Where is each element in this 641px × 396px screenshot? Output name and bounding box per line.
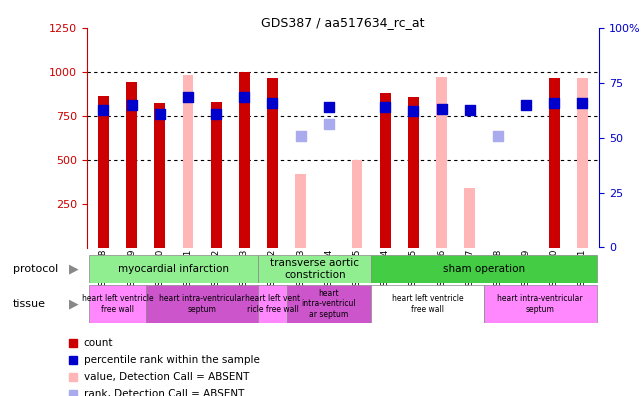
Text: myocardial infarction: myocardial infarction <box>119 264 229 274</box>
Text: percentile rank within the sample: percentile rank within the sample <box>84 355 260 366</box>
Point <box>324 104 334 110</box>
Point <box>126 102 137 108</box>
Point <box>267 100 278 107</box>
Bar <box>126 82 137 248</box>
Bar <box>258 255 371 283</box>
Bar <box>436 77 447 248</box>
Bar <box>89 285 146 323</box>
Point <box>549 100 560 107</box>
Text: tissue: tissue <box>13 299 46 309</box>
Bar <box>287 285 371 323</box>
Bar <box>296 174 306 248</box>
Text: heart intra-ventricular
septum: heart intra-ventricular septum <box>497 294 583 314</box>
Point <box>154 111 165 117</box>
Text: value, Detection Call = ABSENT: value, Detection Call = ABSENT <box>84 372 249 382</box>
Point <box>239 94 249 100</box>
Bar <box>379 93 391 248</box>
Point <box>465 107 475 114</box>
Bar <box>238 72 250 248</box>
Bar <box>464 188 475 248</box>
Text: protocol: protocol <box>13 264 58 274</box>
Text: transverse aortic
constriction: transverse aortic constriction <box>271 259 359 280</box>
Point <box>380 104 390 110</box>
Bar <box>267 78 278 248</box>
Bar <box>371 285 484 323</box>
Text: ▶: ▶ <box>69 297 79 310</box>
Point <box>98 107 108 114</box>
Text: rank, Detection Call = ABSENT: rank, Detection Call = ABSENT <box>84 389 244 396</box>
Point <box>493 133 503 139</box>
Bar <box>577 78 588 248</box>
Bar <box>154 103 165 248</box>
Text: sham operation: sham operation <box>443 264 525 274</box>
Bar <box>258 285 287 323</box>
Text: heart left ventricle
free wall: heart left ventricle free wall <box>81 294 153 314</box>
Bar <box>183 75 194 248</box>
Point <box>408 108 419 114</box>
Point <box>211 111 221 117</box>
Bar <box>98 96 109 248</box>
Text: heart intra-ventricular
septum: heart intra-ventricular septum <box>159 294 245 314</box>
Text: ▶: ▶ <box>69 263 79 276</box>
Point <box>324 121 334 128</box>
Point <box>183 94 193 100</box>
Bar <box>352 160 362 248</box>
Bar <box>549 78 560 248</box>
Point <box>437 105 447 112</box>
Text: GDS387 / aa517634_rc_at: GDS387 / aa517634_rc_at <box>261 16 425 29</box>
Bar <box>408 97 419 248</box>
Text: heart left vent
ricle free wall: heart left vent ricle free wall <box>245 294 300 314</box>
Bar <box>371 255 597 283</box>
Point <box>578 100 588 107</box>
Bar <box>484 285 597 323</box>
Text: count: count <box>84 339 113 348</box>
Bar <box>210 103 222 248</box>
Bar <box>89 255 258 283</box>
Bar <box>146 285 258 323</box>
Text: heart
intra-ventricul
ar septum: heart intra-ventricul ar septum <box>301 289 356 319</box>
Text: heart left ventricle
free wall: heart left ventricle free wall <box>392 294 463 314</box>
Point <box>296 133 306 139</box>
Point <box>521 102 531 108</box>
